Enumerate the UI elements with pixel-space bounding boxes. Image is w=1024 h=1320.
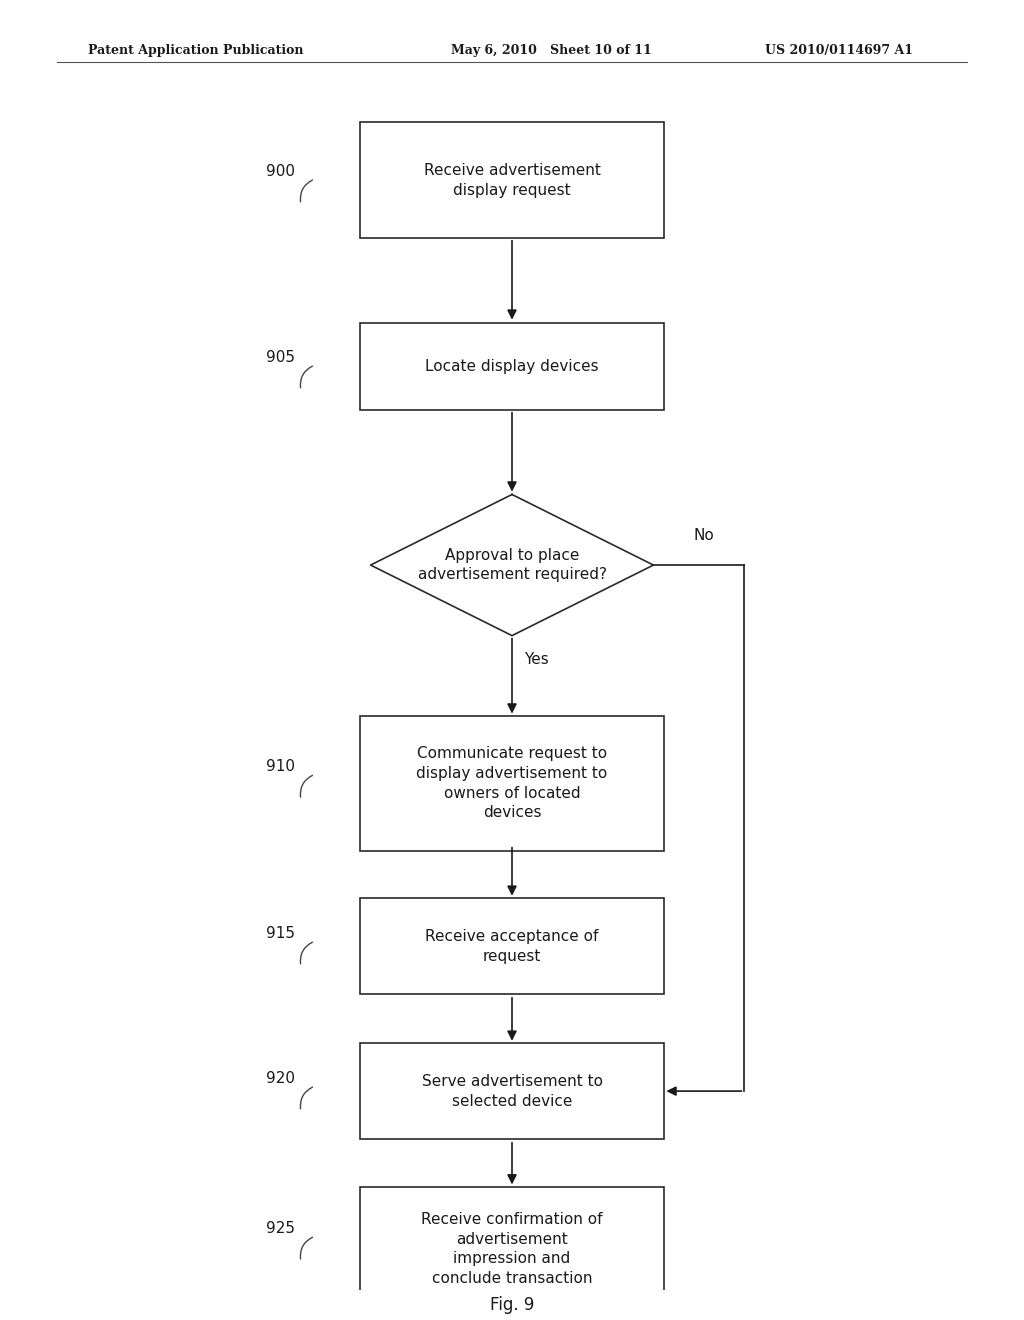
Text: Patent Application Publication: Patent Application Publication — [88, 44, 303, 57]
Text: Yes: Yes — [524, 652, 549, 668]
FancyBboxPatch shape — [360, 123, 664, 238]
FancyBboxPatch shape — [360, 715, 664, 850]
Text: No: No — [693, 528, 715, 544]
FancyBboxPatch shape — [360, 1043, 664, 1139]
FancyBboxPatch shape — [360, 1187, 664, 1311]
FancyBboxPatch shape — [360, 322, 664, 409]
Text: 900: 900 — [266, 164, 295, 178]
Text: Locate display devices: Locate display devices — [425, 359, 599, 374]
Text: Fig. 9: Fig. 9 — [489, 1296, 535, 1315]
Text: Communicate request to
display advertisement to
owners of located
devices: Communicate request to display advertise… — [417, 746, 607, 820]
FancyBboxPatch shape — [360, 898, 664, 994]
Text: 905: 905 — [266, 350, 295, 364]
Text: 920: 920 — [266, 1071, 295, 1086]
Polygon shape — [371, 495, 653, 636]
Text: 915: 915 — [266, 925, 295, 941]
Text: May 6, 2010   Sheet 10 of 11: May 6, 2010 Sheet 10 of 11 — [452, 44, 652, 57]
Text: Approval to place
advertisement required?: Approval to place advertisement required… — [418, 548, 606, 582]
Text: Receive acceptance of
request: Receive acceptance of request — [425, 929, 599, 964]
Text: 925: 925 — [266, 1221, 295, 1236]
Text: Receive confirmation of
advertisement
impression and
conclude transaction: Receive confirmation of advertisement im… — [421, 1212, 603, 1286]
Text: US 2010/0114697 A1: US 2010/0114697 A1 — [765, 44, 912, 57]
Text: Receive advertisement
display request: Receive advertisement display request — [424, 162, 600, 198]
Text: 910: 910 — [266, 759, 295, 774]
Text: Serve advertisement to
selected device: Serve advertisement to selected device — [422, 1073, 602, 1109]
